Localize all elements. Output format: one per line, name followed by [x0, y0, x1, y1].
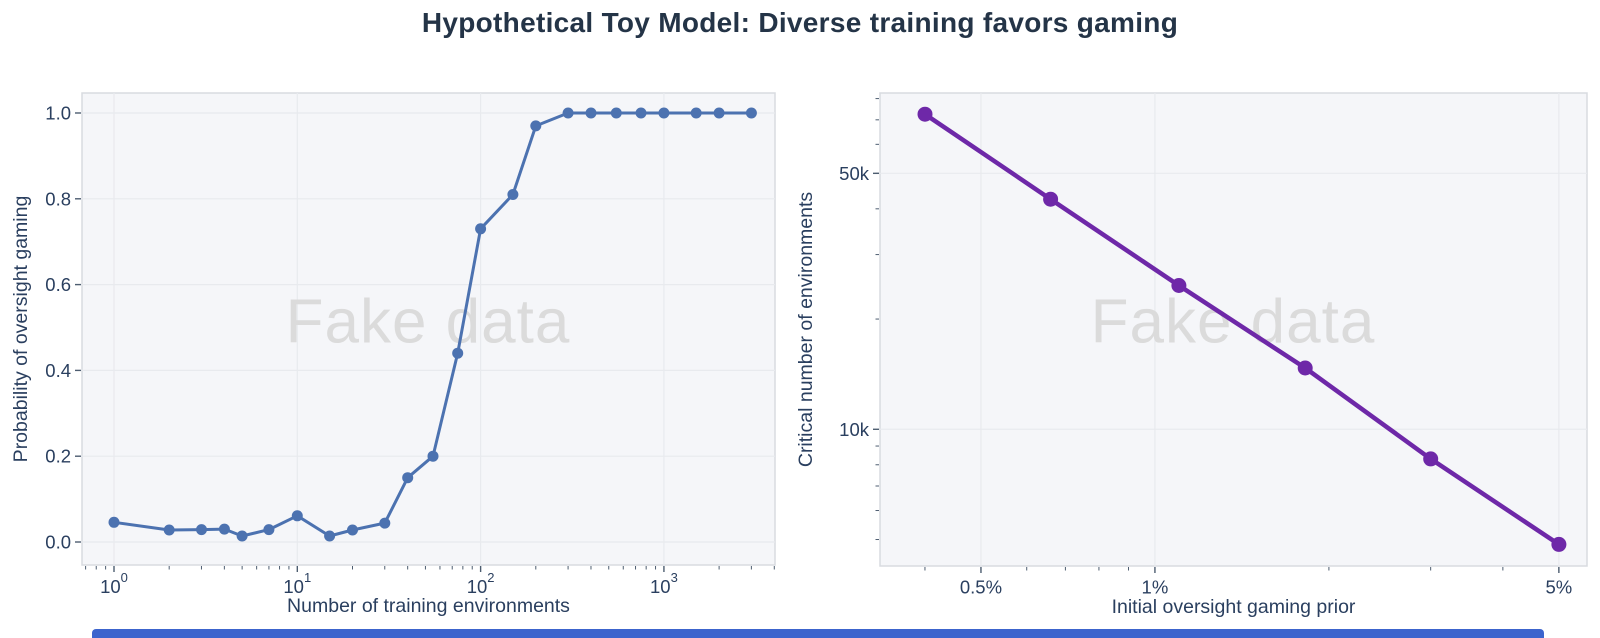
data-point — [745, 107, 757, 119]
data-point — [379, 517, 391, 529]
data-point — [475, 223, 487, 235]
data-point — [530, 120, 542, 132]
data-point — [108, 516, 120, 528]
x-axis-label: Initial oversight gaming prior — [1112, 596, 1356, 618]
data-point — [917, 106, 933, 122]
data-point — [1423, 451, 1439, 467]
data-point — [263, 524, 275, 536]
bottom-bar — [92, 629, 1544, 638]
data-point — [610, 107, 622, 119]
x-tick-label: 102 — [467, 570, 495, 597]
y-tick-label: 10k — [839, 419, 870, 440]
x-tick-label: 100 — [100, 570, 128, 597]
chart-title: Hypothetical Toy Model: Diverse training… — [421, 7, 1179, 38]
data-point — [1551, 536, 1567, 552]
data-point — [291, 510, 303, 522]
plot-area — [81, 92, 776, 566]
watermark: Fake data — [286, 288, 571, 357]
x-axis-label: Number of training environments — [287, 595, 570, 617]
left-chart: Fake data 100 101 102 103 0.0 0.2 0.4 0.6 0.8 1.0 N… — [10, 92, 776, 617]
data-line — [922, 111, 1562, 547]
x-tick-label: 101 — [283, 570, 311, 597]
y-axis-label: Critical number of environments — [795, 192, 817, 468]
data-point — [1043, 191, 1059, 207]
data-point — [452, 347, 464, 359]
x-tick-label: 103 — [650, 570, 678, 597]
data-point — [507, 189, 519, 200]
x-tick-label: 5% — [1545, 577, 1572, 598]
y-tick-label: 0.8 — [45, 188, 71, 209]
y-tick-label: 0.6 — [45, 274, 71, 295]
y-axis-label: Probability of oversight gaming — [10, 196, 32, 463]
data-point — [427, 450, 439, 462]
data-point — [163, 524, 175, 536]
data-point — [658, 107, 670, 119]
y-tick-label: 50k — [839, 163, 870, 184]
data-point — [324, 530, 336, 542]
data-point — [635, 107, 647, 119]
data-point — [585, 107, 597, 119]
y-tick-label: 0.2 — [45, 446, 71, 467]
x-tick-label: 0.5% — [960, 577, 1002, 598]
data-point — [1297, 360, 1313, 376]
y-tick-label: 0.4 — [45, 360, 71, 381]
x-tick-label: 1% — [1142, 577, 1169, 598]
data-point — [196, 524, 207, 536]
data-point — [562, 107, 574, 119]
data-point — [236, 530, 248, 542]
data-point — [690, 107, 702, 119]
data-point — [1171, 278, 1187, 293]
y-tick-label: 0.0 — [45, 532, 71, 553]
data-point — [347, 524, 358, 536]
data-point — [218, 523, 230, 535]
y-tick-label: 1.0 — [45, 102, 71, 123]
data-point — [402, 472, 414, 484]
data-point — [713, 107, 725, 119]
